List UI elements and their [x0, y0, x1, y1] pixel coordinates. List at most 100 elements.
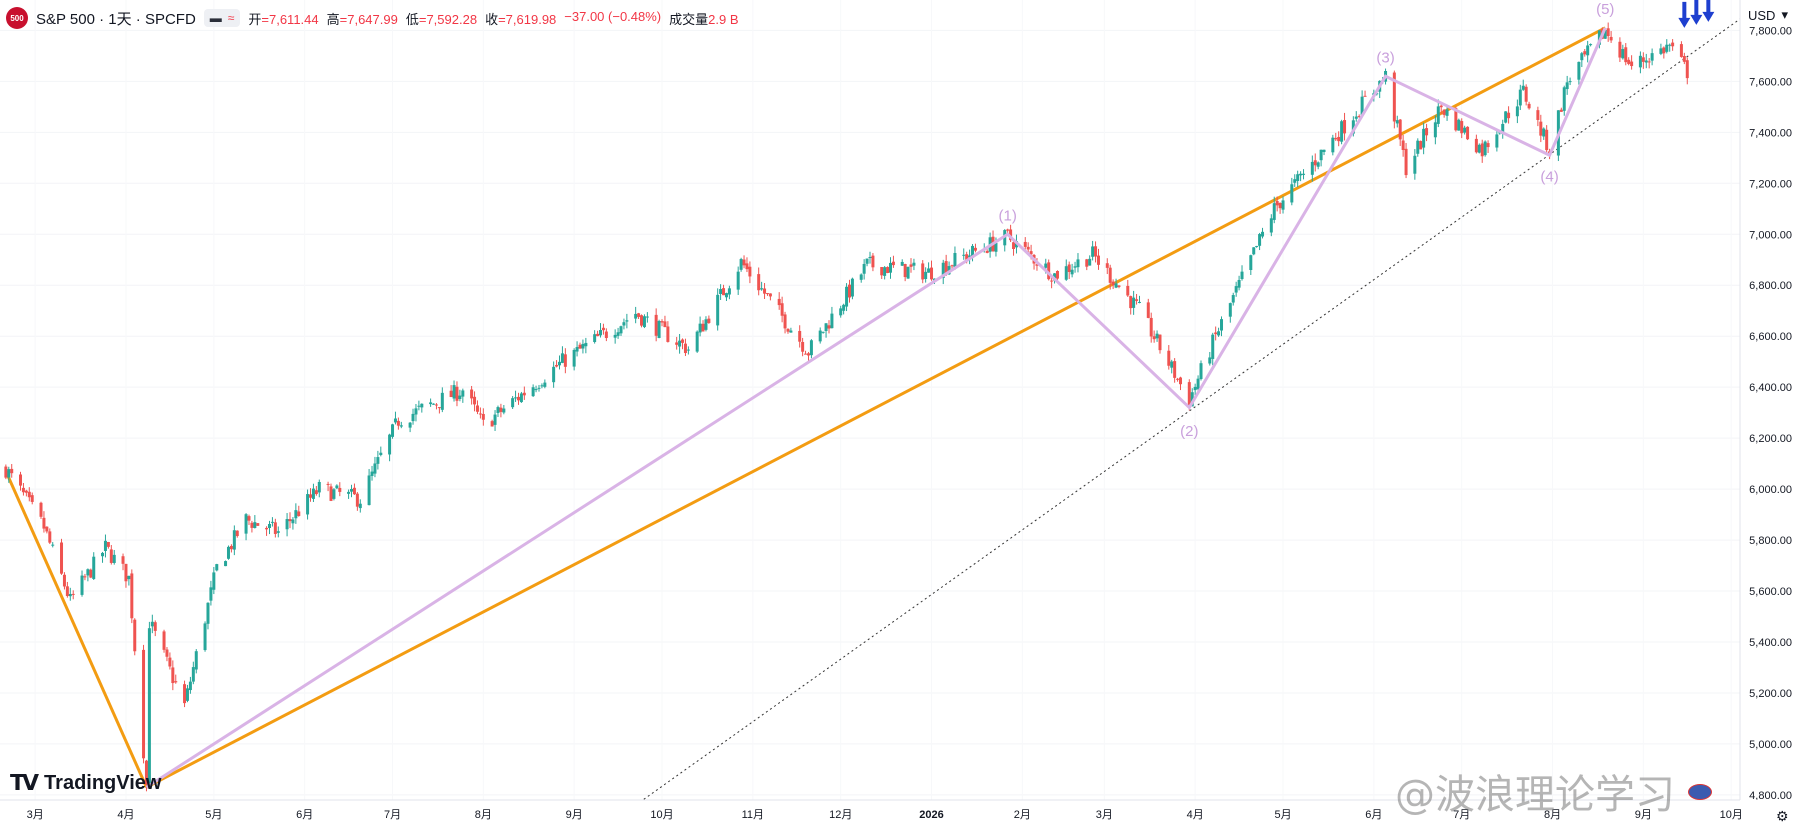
candle-body — [209, 587, 213, 601]
candle-body — [780, 303, 784, 316]
candle-body — [1565, 82, 1569, 90]
candle-body — [1137, 301, 1141, 303]
candle-body — [1650, 53, 1654, 61]
currency-label: USD — [1748, 7, 1776, 23]
candle-body — [42, 517, 46, 529]
candle-body — [1618, 41, 1622, 58]
candle-body — [642, 316, 646, 328]
candle-body — [1586, 45, 1590, 56]
candle-body — [101, 552, 105, 557]
candle-body — [1310, 161, 1314, 175]
candle-body — [250, 522, 254, 528]
candle-body — [584, 342, 588, 347]
settings-icon[interactable]: ⚙ — [1776, 808, 1789, 824]
candle-body — [256, 523, 260, 526]
candle-body — [414, 408, 418, 415]
symbol-title[interactable]: S&P 500 · 1天 · SPCFD — [36, 10, 196, 28]
candle-body — [1290, 184, 1294, 203]
candle-body — [1067, 264, 1071, 272]
candle-body — [859, 274, 863, 280]
candle-body — [103, 540, 107, 551]
candle-body — [534, 389, 538, 391]
candle-body — [168, 657, 172, 667]
candle-body — [273, 522, 277, 534]
candle-body — [1463, 127, 1467, 133]
candle-body — [1568, 81, 1572, 83]
candle-body — [845, 286, 849, 307]
candle-body — [429, 402, 433, 405]
candle-body — [891, 261, 895, 266]
indicator-toggle[interactable]: ▬ ≈ — [203, 9, 241, 27]
candle-body — [1589, 44, 1593, 46]
candle-body — [944, 261, 948, 273]
tradingview-logo[interactable]: 𝗧𝗩 TradingView — [10, 770, 162, 796]
candle-body — [1076, 259, 1080, 268]
candle-body — [229, 545, 233, 550]
candle-body — [1319, 149, 1323, 161]
time-axis[interactable]: 3月 4月 5月 6月 7月 8月 9月 10月 11月 12月 2026 2月 3月 4月 5月 6月 7月 8… — [0, 799, 1808, 828]
candle-body — [634, 313, 638, 319]
candle-body — [637, 313, 641, 317]
candle-body — [171, 667, 175, 684]
price-axis[interactable]: 7,800.00 7,600.00 7,400.00 7,200.00 7,000.00… — [1739, 0, 1808, 802]
candle-body — [452, 385, 456, 399]
candle-body — [481, 413, 485, 420]
candle-body — [1187, 382, 1191, 407]
candle-body — [1419, 141, 1423, 150]
candle-body — [768, 293, 772, 297]
candle-body — [347, 491, 351, 494]
candle-body — [1334, 137, 1338, 140]
candle-body — [1249, 255, 1253, 271]
candle-body — [106, 541, 110, 547]
candle-body — [1401, 140, 1405, 150]
low-label: 低 — [405, 11, 419, 27]
candle-body — [80, 575, 84, 595]
candle-body — [370, 471, 374, 476]
candle-body — [921, 263, 925, 280]
candle-body — [215, 564, 219, 571]
candle-body — [355, 493, 359, 507]
candle-body — [1070, 269, 1074, 275]
candle-body — [1416, 140, 1420, 154]
candle-body — [65, 586, 69, 597]
line-icon: ▬ — [209, 11, 222, 25]
candle-body — [62, 574, 66, 587]
candle-body — [338, 487, 342, 492]
y-tick-label: 7,600.00 — [1749, 76, 1792, 88]
candle-body — [1621, 49, 1625, 59]
candle-body — [1436, 106, 1440, 124]
candle-body — [1105, 263, 1109, 268]
candle-body — [153, 622, 157, 631]
sell-arrows — [1678, 0, 1715, 28]
candle-body — [953, 252, 957, 269]
candle-body — [824, 323, 828, 331]
wave-label: (3) — [1376, 49, 1394, 66]
candle-body — [1255, 245, 1259, 247]
candle-body — [306, 494, 310, 515]
candle-body — [130, 573, 134, 619]
candle-body — [1460, 121, 1464, 134]
candle-body — [358, 503, 362, 509]
candle-body — [470, 389, 474, 399]
x-tick-label: 9月 — [566, 809, 583, 821]
candle-body — [850, 278, 854, 297]
currency-selector[interactable]: USD ▾ — [1748, 7, 1788, 23]
candle-body — [150, 621, 154, 627]
candle-body — [757, 274, 761, 291]
candle-body — [789, 330, 793, 333]
x-tick-label: 5月 — [1274, 809, 1291, 821]
candle-body — [950, 265, 954, 267]
candle-body — [48, 531, 52, 543]
candle-body — [291, 519, 295, 524]
candle-body — [839, 308, 843, 316]
candle-body — [224, 561, 228, 567]
candle-body — [1217, 331, 1221, 336]
x-tick-label: 2月 — [1014, 809, 1031, 821]
candle-body — [560, 353, 564, 363]
wave-label: (1) — [999, 207, 1017, 224]
chevron-down-icon: ▾ — [1781, 7, 1788, 22]
candle-body — [212, 572, 216, 590]
candle-body — [1671, 42, 1675, 47]
flag-icon — [1688, 784, 1712, 800]
